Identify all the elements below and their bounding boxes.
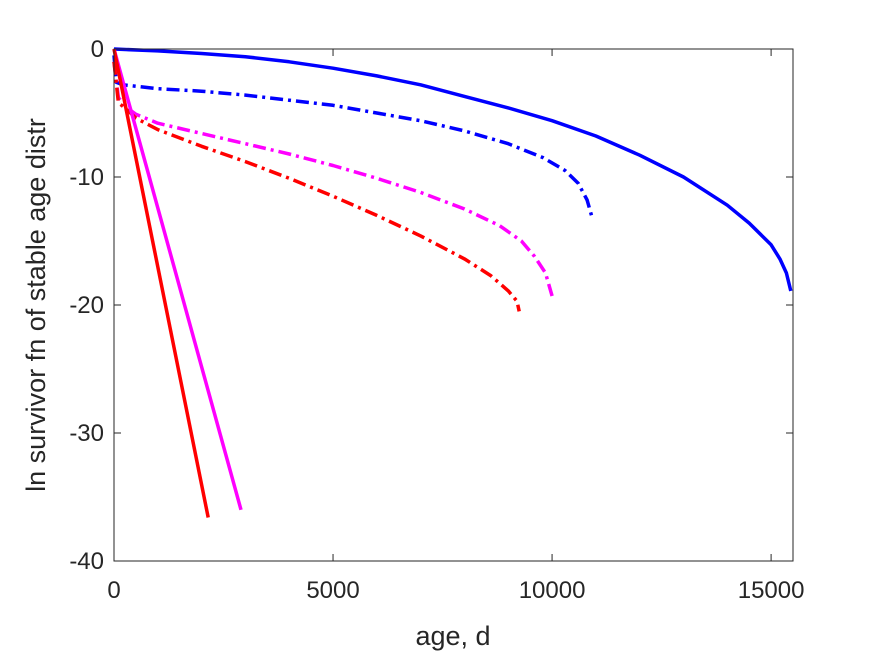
series-line-5 — [112, 48, 243, 511]
x-tick-label: 10000 — [519, 577, 586, 604]
x-tick-label: 5000 — [306, 577, 359, 604]
series-line-6 — [112, 48, 210, 518]
y-tick-label: -20 — [69, 292, 104, 319]
series-layer — [112, 47, 793, 518]
x-tick-label: 15000 — [738, 577, 805, 604]
series-line-1 — [113, 47, 793, 292]
series-line-2 — [112, 55, 594, 216]
y-tick-label: 0 — [91, 36, 104, 63]
y-axis-label: ln survivor fn of stable age distr — [21, 118, 51, 492]
x-axis-label: age, d — [415, 621, 490, 651]
y-tick-label: -30 — [69, 420, 104, 447]
y-tick-label: -40 — [69, 548, 104, 575]
plot-area — [114, 49, 793, 561]
y-tick-label: -10 — [69, 164, 104, 191]
x-tick-label: 0 — [107, 577, 120, 604]
x-axis: 0 5000 10000 15000 — [107, 49, 804, 604]
y-axis: 0 -10 -20 -30 -40 — [69, 36, 793, 575]
